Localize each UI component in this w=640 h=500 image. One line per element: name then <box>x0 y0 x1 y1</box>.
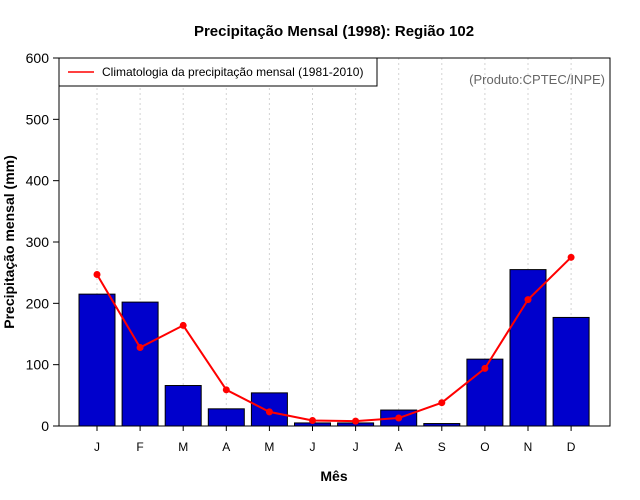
climatology-point-6 <box>309 416 316 424</box>
x-tick-label: N <box>524 440 533 454</box>
x-tick-label: J <box>353 440 359 454</box>
climatology-point-9 <box>438 399 446 407</box>
climatology-point-11 <box>524 296 532 304</box>
climatology-point-7 <box>352 417 360 425</box>
source-note: (Produto:CPTEC/INPE) <box>469 72 605 87</box>
bar-4 <box>207 408 245 427</box>
bar-1 <box>78 293 116 427</box>
x-tick-label: F <box>136 440 143 454</box>
y-tick-label: 600 <box>26 50 50 66</box>
climatology-point-1 <box>93 271 101 279</box>
legend-box <box>58 57 378 87</box>
y-tick-label: 100 <box>26 357 50 373</box>
line-layer <box>93 253 575 425</box>
x-tick-label: O <box>480 440 489 454</box>
x-tick-label: M <box>178 440 188 454</box>
y-axis: 0 100 200 300 400 500 600 <box>26 50 59 434</box>
bars-layer <box>78 269 590 427</box>
y-tick-label: 0 <box>41 418 49 434</box>
y-tick-label: 200 <box>26 295 50 311</box>
x-tick-label: A <box>395 440 403 454</box>
climatology-point-2 <box>136 343 144 351</box>
y-axis-label: Precipitação mensal (mm) <box>1 155 17 329</box>
chart-title: Precipitação Mensal (1998): Região 102 <box>194 23 474 40</box>
x-axis-label: Mês <box>320 468 347 484</box>
climatology-point-5 <box>265 408 273 416</box>
y-tick-label: 400 <box>26 173 50 189</box>
x-tick-label: M <box>264 440 274 454</box>
climatology-point-3 <box>179 321 187 329</box>
climatology-point-10 <box>481 364 489 372</box>
legend-label: Climatologia da precipitação mensal (198… <box>102 65 363 79</box>
x-tick-label: A <box>222 440 230 454</box>
x-tick-label: J <box>310 440 316 454</box>
bar-12 <box>552 316 590 427</box>
bar-11 <box>509 269 547 427</box>
bar-3 <box>164 385 202 427</box>
x-tick-label: J <box>94 440 100 454</box>
x-tick-label: S <box>438 440 446 454</box>
x-tick-label: D <box>567 440 576 454</box>
climatology-point-8 <box>395 414 403 422</box>
climatology-point-4 <box>222 386 230 394</box>
climatology-line <box>96 256 572 423</box>
legend: Climatologia da precipitação mensal (198… <box>58 57 378 87</box>
y-tick-label: 300 <box>26 234 50 250</box>
bar-2 <box>121 301 159 427</box>
y-tick-label: 500 <box>26 111 50 127</box>
climatology-point-12 <box>567 253 575 261</box>
